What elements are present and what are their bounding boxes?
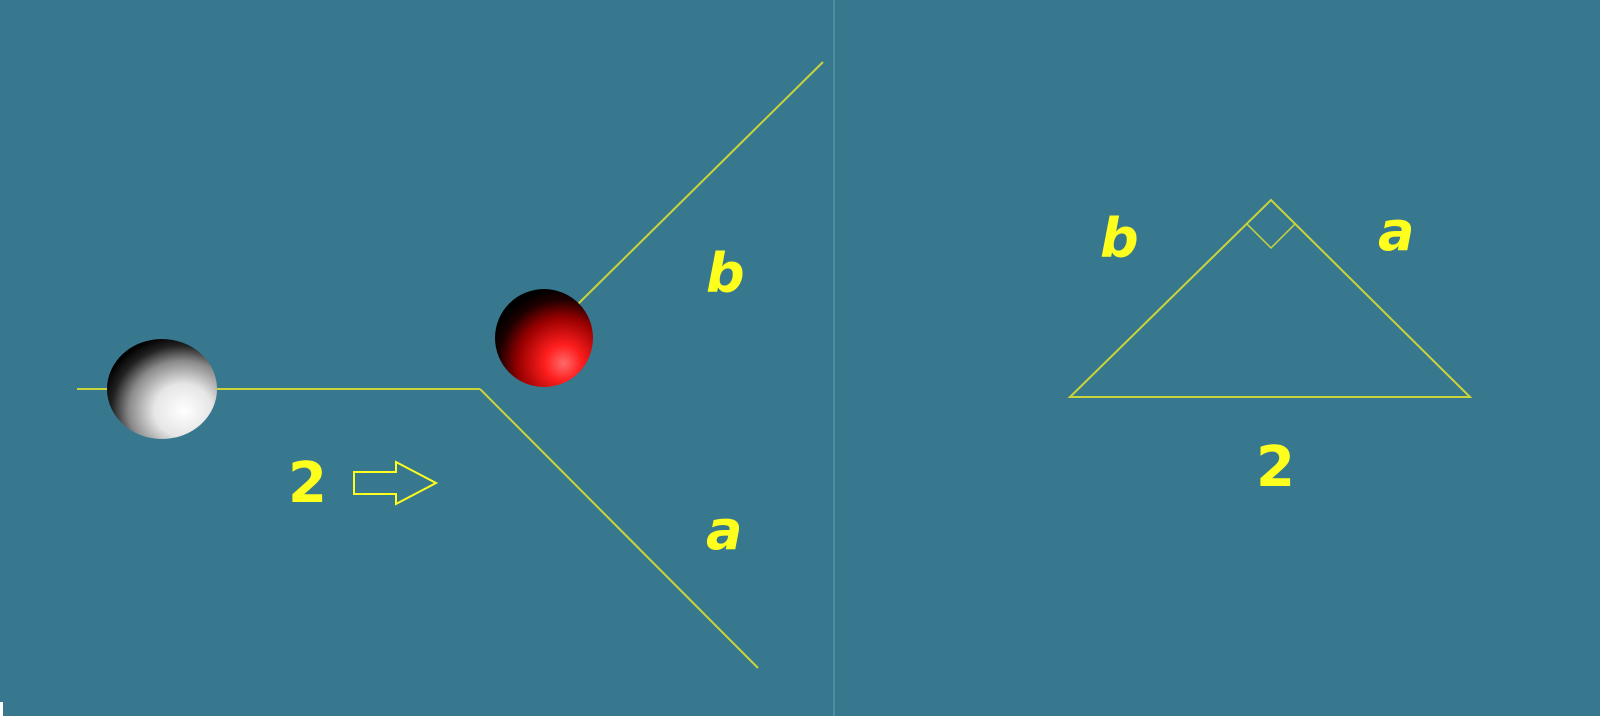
right-angle-marker-icon (1246, 223, 1296, 250)
triangle-right-side-label: a (1378, 200, 1414, 263)
speed-label: 2 (288, 451, 327, 516)
red-ball (495, 289, 593, 387)
white-ball (107, 339, 217, 439)
lower-path-label: a (706, 499, 742, 562)
triangle-base-label: 2 (1256, 435, 1295, 500)
right-arrow-outline-icon (353, 460, 439, 506)
triangle-left-side-label: b (1100, 207, 1139, 270)
right-triangle (1067, 198, 1473, 398)
upper-path-line (577, 61, 824, 305)
left-panel: 2 b a (77, 61, 824, 669)
corner-mark (0, 702, 3, 716)
right-panel: b a 2 (1067, 198, 1473, 500)
upper-path-label: b (706, 242, 745, 305)
lower-path-line (479, 388, 759, 669)
